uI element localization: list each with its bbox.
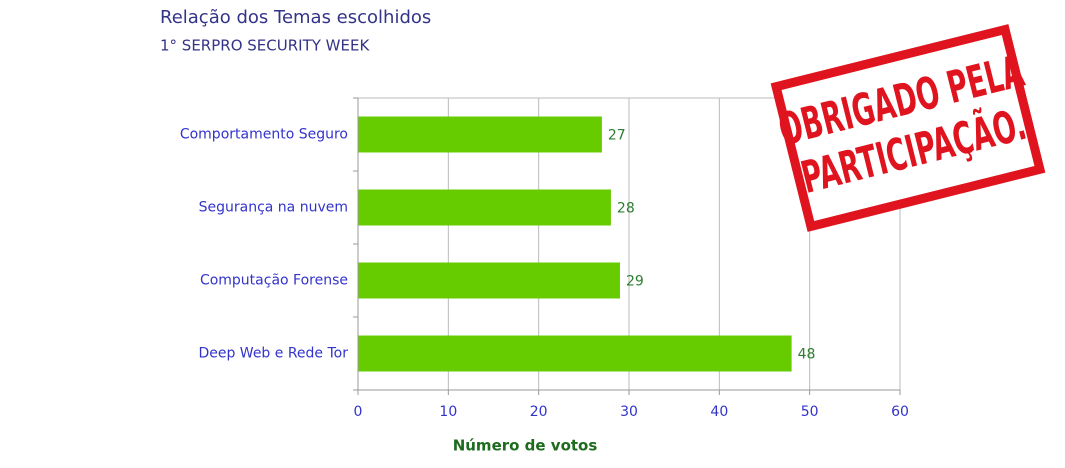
y-tick-label: Computação Forense	[200, 273, 348, 289]
x-tick-label: 60	[891, 404, 909, 420]
value-label: 48	[798, 347, 816, 363]
bar	[358, 335, 792, 372]
x-tick-label: 20	[530, 404, 548, 420]
y-tick-label: Comportamento Seguro	[180, 127, 348, 143]
bar	[358, 262, 620, 299]
y-tick-label: Segurança na nuvem	[199, 200, 348, 216]
y-tick-label: Deep Web e Rede Tor	[198, 346, 348, 362]
value-label: 27	[608, 128, 626, 144]
chart-title: Relação dos Temas escolhidos	[160, 7, 431, 28]
chart-subtitle: 1° SERPRO SECURITY WEEK	[160, 37, 370, 55]
stamp-border	[770, 24, 1046, 232]
x-tick-label: 40	[710, 404, 728, 420]
value-label: 28	[617, 201, 635, 217]
bar	[358, 116, 602, 153]
x-axis-label: Número de votos	[453, 437, 598, 455]
x-tick-label: 30	[620, 404, 638, 420]
x-tick-label: 50	[801, 404, 819, 420]
bar	[358, 189, 611, 226]
x-tick-label: 0	[354, 404, 363, 420]
x-tick-label: 10	[439, 404, 457, 420]
value-label: 29	[626, 274, 644, 290]
